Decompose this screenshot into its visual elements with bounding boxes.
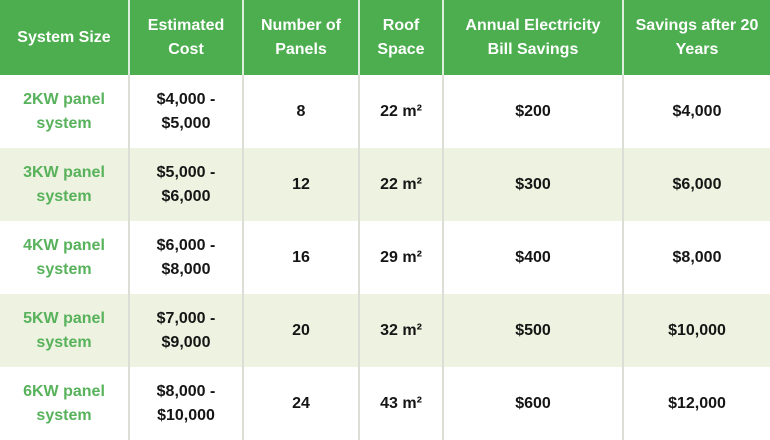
cell-savings-after-20-years: $6,000 <box>623 148 770 221</box>
table-body: 2KW panel system $4,000 - $5,000 8 22 m²… <box>0 75 770 440</box>
cell-estimated-cost: $6,000 - $8,000 <box>129 221 244 294</box>
cell-number-of-panels: 20 <box>243 294 360 367</box>
cell-savings-after-20-years: $10,000 <box>623 294 770 367</box>
cell-number-of-panels: 24 <box>243 367 360 440</box>
table-row-4kw: 4KW panel system $6,000 - $8,000 16 29 m… <box>0 221 770 294</box>
column-header-roof-space: Roof Space <box>359 0 444 75</box>
cell-number-of-panels: 16 <box>243 221 360 294</box>
cell-roof-space: 29 m² <box>359 221 444 294</box>
header-row: System Size Estimated Cost Number of Pan… <box>0 0 770 75</box>
cell-savings-after-20-years: $12,000 <box>623 367 770 440</box>
cell-roof-space: 43 m² <box>359 367 444 440</box>
cell-system-size: 3KW panel system <box>0 148 130 221</box>
cell-annual-bill-savings: $200 <box>443 75 624 148</box>
column-header-annual-bill-savings: Annual Electricity Bill Savings <box>443 0 624 75</box>
column-header-system-size: System Size <box>0 0 130 75</box>
cell-annual-bill-savings: $600 <box>443 367 624 440</box>
cell-system-size: 4KW panel system <box>0 221 130 294</box>
cell-system-size: 5KW panel system <box>0 294 130 367</box>
cell-roof-space: 22 m² <box>359 75 444 148</box>
cell-estimated-cost: $7,000 - $9,000 <box>129 294 244 367</box>
cell-estimated-cost: $8,000 - $10,000 <box>129 367 244 440</box>
column-header-savings-after-20-years: Savings after 20 Years <box>623 0 770 75</box>
cell-savings-after-20-years: $4,000 <box>623 75 770 148</box>
table-header: System Size Estimated Cost Number of Pan… <box>0 0 770 75</box>
column-header-number-of-panels: Number of Panels <box>243 0 360 75</box>
cell-savings-after-20-years: $8,000 <box>623 221 770 294</box>
table-row-6kw: 6KW panel system $8,000 - $10,000 24 43 … <box>0 367 770 440</box>
cell-annual-bill-savings: $300 <box>443 148 624 221</box>
cell-number-of-panels: 8 <box>243 75 360 148</box>
cell-annual-bill-savings: $500 <box>443 294 624 367</box>
table-row-5kw: 5KW panel system $7,000 - $9,000 20 32 m… <box>0 294 770 367</box>
column-header-estimated-cost: Estimated Cost <box>129 0 244 75</box>
cell-estimated-cost: $5,000 - $6,000 <box>129 148 244 221</box>
cell-system-size: 6KW panel system <box>0 367 130 440</box>
cell-number-of-panels: 12 <box>243 148 360 221</box>
table-row-2kw: 2KW panel system $4,000 - $5,000 8 22 m²… <box>0 75 770 148</box>
cell-roof-space: 32 m² <box>359 294 444 367</box>
cell-roof-space: 22 m² <box>359 148 444 221</box>
cell-annual-bill-savings: $400 <box>443 221 624 294</box>
cell-estimated-cost: $4,000 - $5,000 <box>129 75 244 148</box>
table-row-3kw: 3KW panel system $5,000 - $6,000 12 22 m… <box>0 148 770 221</box>
cell-system-size: 2KW panel system <box>0 75 130 148</box>
